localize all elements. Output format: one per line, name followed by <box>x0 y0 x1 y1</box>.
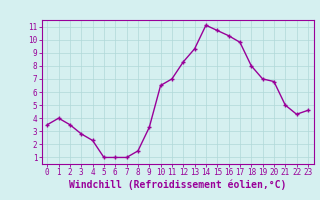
X-axis label: Windchill (Refroidissement éolien,°C): Windchill (Refroidissement éolien,°C) <box>69 180 286 190</box>
